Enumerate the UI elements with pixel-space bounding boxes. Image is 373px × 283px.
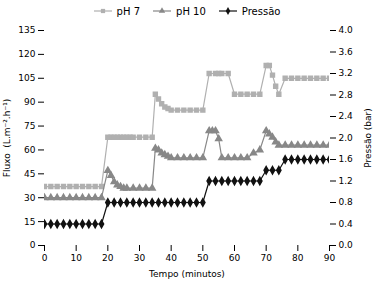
- svg-text:3.6: 3.6: [339, 47, 354, 57]
- svg-text:3.2: 3.2: [339, 68, 353, 78]
- svg-text:Fluxo (L.m⁻².h⁻¹): Fluxo (L.m⁻².h⁻¹): [2, 99, 12, 178]
- svg-text:2.0: 2.0: [339, 133, 354, 143]
- svg-text:60: 60: [229, 253, 241, 263]
- svg-text:1.6: 1.6: [339, 154, 354, 164]
- svg-text:0: 0: [42, 253, 48, 263]
- svg-text:40: 40: [165, 253, 177, 263]
- svg-text:50: 50: [197, 253, 209, 263]
- svg-text:90: 90: [24, 97, 36, 107]
- svg-text:60: 60: [24, 145, 36, 155]
- svg-text:45: 45: [24, 169, 35, 179]
- svg-text:90: 90: [324, 253, 336, 263]
- svg-text:30: 30: [24, 193, 36, 203]
- svg-text:20: 20: [102, 253, 114, 263]
- svg-text:80: 80: [292, 253, 304, 263]
- svg-text:15: 15: [24, 216, 35, 226]
- svg-text:0: 0: [30, 240, 36, 250]
- html-text:Pressão: Pressão: [241, 5, 281, 17]
- svg-text:75: 75: [24, 121, 35, 131]
- svg-text:2.4: 2.4: [339, 111, 354, 121]
- svg-text:120: 120: [18, 49, 35, 59]
- svg-text:135: 135: [18, 25, 35, 35]
- svg-text:0.0: 0.0: [339, 240, 354, 250]
- svg-text:1.2: 1.2: [339, 176, 353, 186]
- svg-text:105: 105: [18, 73, 35, 83]
- svg-text:Pressão (bar): Pressão (bar): [363, 108, 373, 168]
- svg-text:Tempo (minutos): Tempo (minutos): [148, 269, 225, 279]
- svg-text:4.0: 4.0: [339, 25, 354, 35]
- svg-text:0.4: 0.4: [339, 219, 354, 229]
- svg-text:2.8: 2.8: [339, 90, 354, 100]
- html-text:pH 10: pH 10: [176, 5, 206, 17]
- svg-text:30: 30: [134, 253, 146, 263]
- svg-text:10: 10: [70, 253, 82, 263]
- svg-text:0.8: 0.8: [339, 197, 354, 207]
- svg-text:70: 70: [260, 253, 272, 263]
- html-text:pH 7: pH 7: [116, 5, 140, 17]
